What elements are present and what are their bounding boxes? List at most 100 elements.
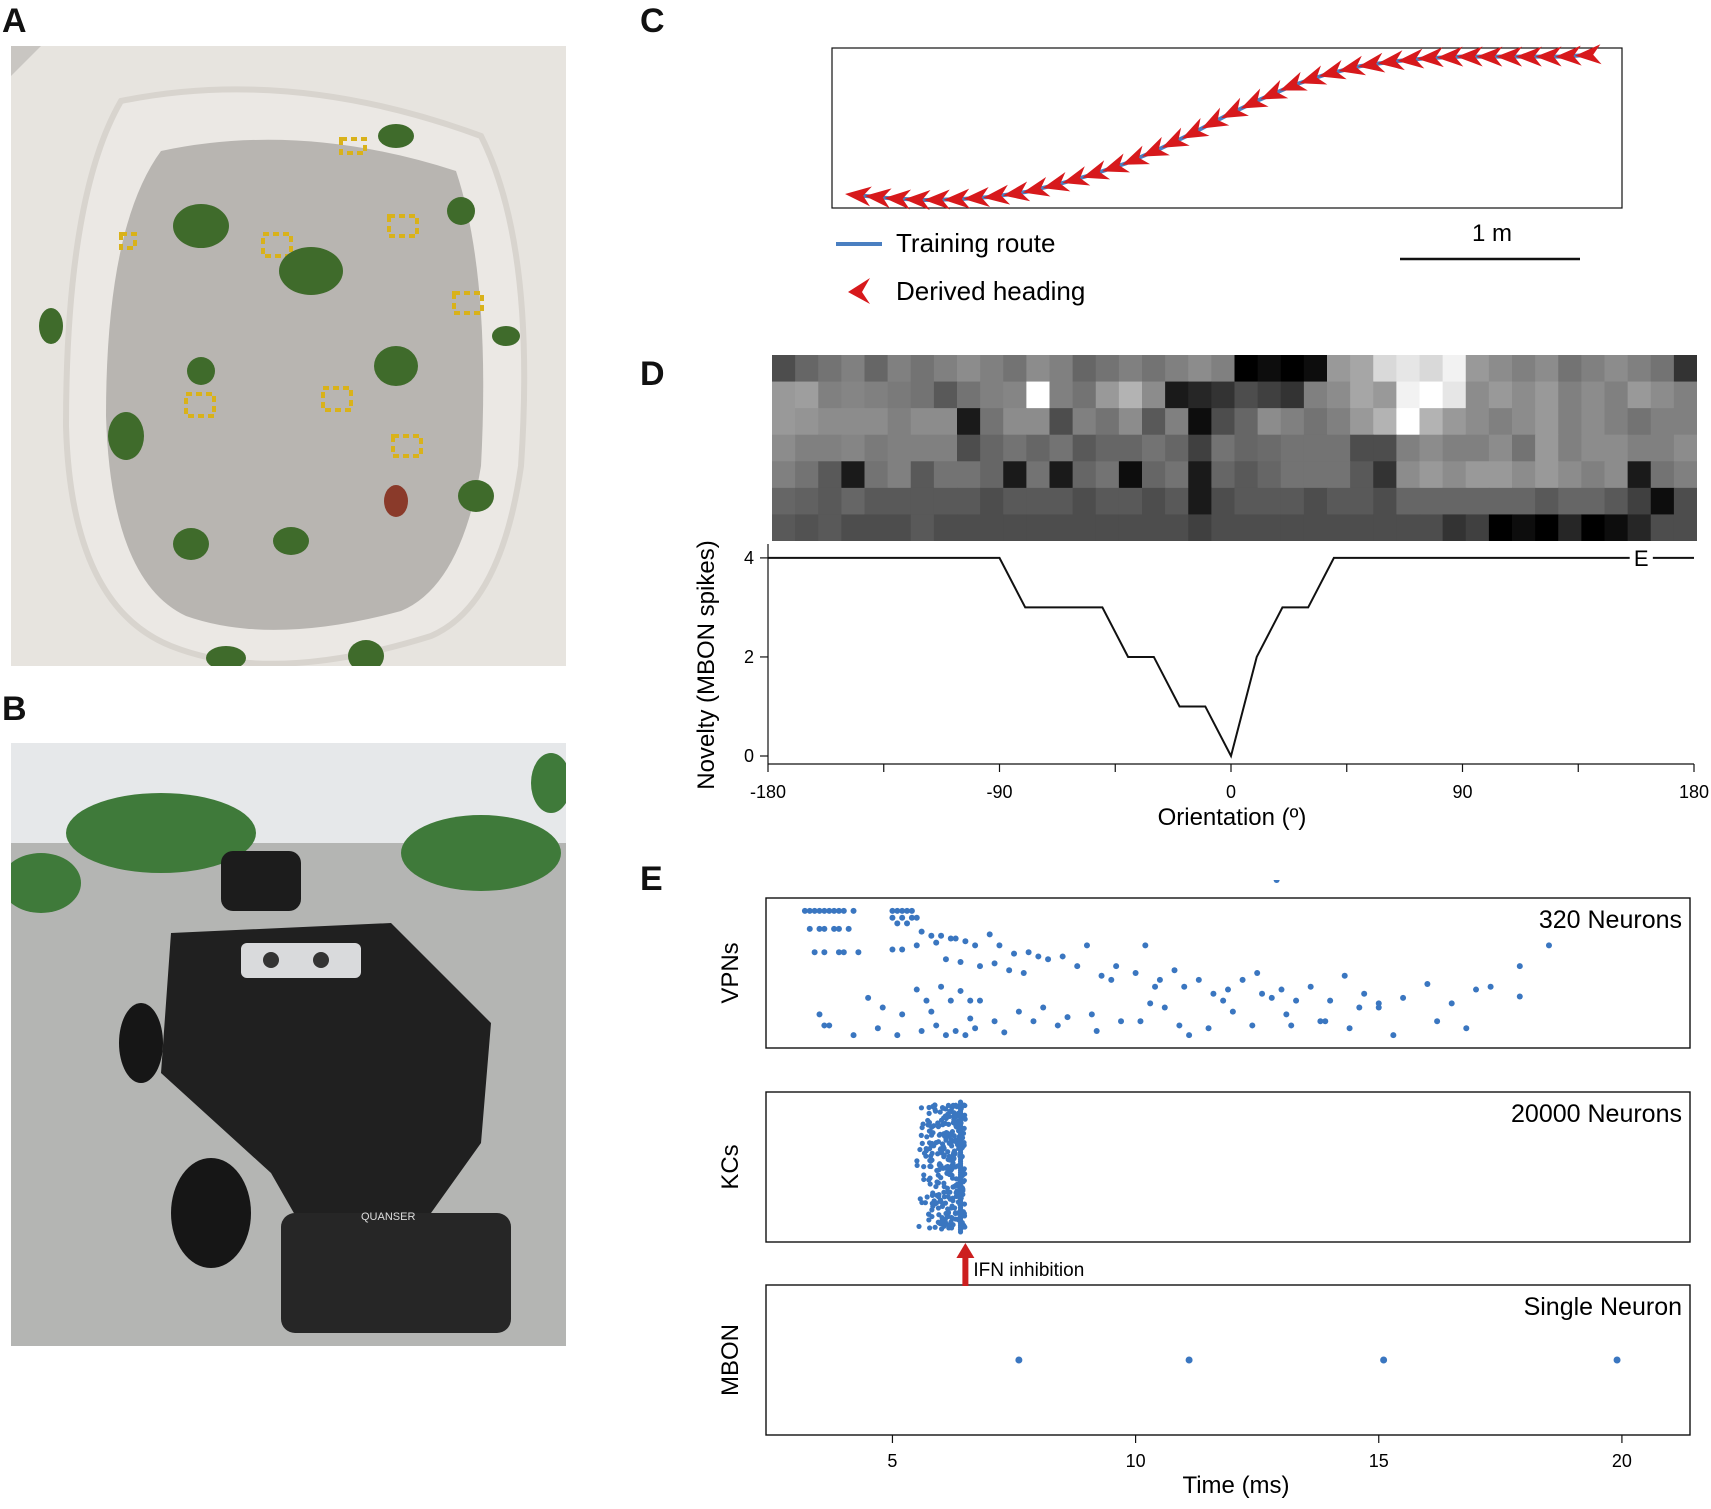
spike-dot (928, 1153, 934, 1159)
spike-dot (1434, 1018, 1441, 1025)
heading-arrow (1575, 44, 1602, 65)
heatmap-cell (980, 381, 1004, 409)
spike-dot (1015, 1356, 1023, 1364)
spike-dot (1161, 1004, 1168, 1011)
heatmap-cell (1627, 434, 1652, 462)
spike-dot (914, 1162, 920, 1169)
spike-dot (921, 1172, 927, 1178)
heatmap-cell (1396, 408, 1421, 436)
spike-dot (951, 1110, 957, 1116)
heatmap-cell (818, 487, 842, 516)
spike-dot (952, 1210, 958, 1217)
heatmap-cell (910, 487, 935, 516)
heatmap-cell (1673, 355, 1697, 383)
heatmap-cell (1026, 434, 1051, 462)
novelty-y-tick-label: 0 (744, 746, 754, 766)
heatmap-cell (818, 461, 842, 489)
heatmap-cell (1072, 487, 1097, 516)
heatmap-cell (1650, 381, 1675, 409)
heatmap-cell (818, 381, 842, 409)
spike-dot (924, 1194, 930, 1200)
spike-dot (962, 1032, 969, 1039)
heatmap-cell (1211, 434, 1236, 462)
heatmap-cell (864, 487, 889, 516)
heatmap-cell (1165, 461, 1189, 489)
spike-dot (1356, 1004, 1363, 1011)
heatmap-cell (1303, 381, 1328, 409)
heatmap-cell (1604, 408, 1629, 436)
spike-dot (952, 935, 959, 942)
spike-dot (919, 1124, 925, 1131)
spike-dot (840, 907, 847, 914)
spike-dot (1361, 990, 1368, 997)
heatmap-cell (1327, 514, 1351, 541)
heatmap-cell (1165, 355, 1189, 383)
spike-dot (1137, 1018, 1144, 1025)
arena-photo-svg (11, 46, 566, 666)
heatmap-cell (1442, 355, 1467, 383)
spike-dot (865, 994, 872, 1001)
spike-dot (930, 1203, 936, 1209)
heading-arrow (1042, 172, 1071, 192)
heading-arrow (1358, 52, 1386, 73)
heatmap-cell (1303, 487, 1328, 516)
spike-dot (951, 1151, 958, 1157)
spike-dot (938, 1117, 945, 1123)
heatmap-cell (1604, 461, 1629, 489)
heatmap-cell (1673, 408, 1697, 436)
heading-arrow (1555, 45, 1582, 66)
spike-dot (957, 987, 964, 994)
spike-dot (996, 942, 1003, 949)
heatmap-cell (910, 355, 935, 383)
heatmap-cell (957, 487, 981, 516)
heatmap-cell (1072, 381, 1097, 409)
spike-dot (957, 1229, 964, 1235)
heading-arrow (1082, 160, 1111, 180)
novelty-xlabel: Orientation (º) (1158, 804, 1307, 831)
heading-arrow (845, 186, 872, 207)
heatmap-cell (1026, 355, 1051, 383)
heatmap-cell (1095, 461, 1120, 489)
spike-dot (1108, 976, 1115, 983)
heatmap-cell (1558, 381, 1582, 409)
heatmap-cell (1003, 461, 1027, 489)
heatmap-cell (1280, 434, 1305, 462)
heatmap-cell (1072, 461, 1097, 489)
heatmap-cell (1350, 381, 1374, 409)
spike-dot (953, 1114, 959, 1120)
heatmap-cell (1257, 408, 1282, 436)
spike-dot (801, 907, 808, 914)
spike-dot (845, 925, 852, 932)
spike-dot (1293, 997, 1300, 1004)
heatmap-cell (1558, 461, 1582, 489)
spike-dot (899, 1011, 906, 1018)
heatmap-cell (1142, 381, 1166, 409)
heatmap-cell (864, 381, 889, 409)
heatmap-cell (887, 434, 912, 462)
heatmap-cell (957, 408, 981, 436)
heatmap-cell (1234, 461, 1259, 489)
heatmap-cell (841, 514, 866, 541)
spike-dot (941, 1152, 947, 1158)
spike-dot (904, 920, 911, 927)
heatmap-cell (1234, 381, 1259, 409)
spike-dot (941, 1184, 947, 1190)
heatmap-cell (1118, 514, 1143, 541)
heatmap-cell (1581, 408, 1606, 436)
heatmap-cell (1419, 355, 1444, 383)
heatmap-cell (1142, 355, 1166, 383)
heatmap-cell (1535, 381, 1559, 409)
spike-dot (929, 1124, 935, 1130)
heatmap-cell (1465, 487, 1490, 516)
heatmap-cell (1234, 514, 1259, 541)
raster-ylabel: KCs (717, 1144, 744, 1189)
spike-dot (1249, 1022, 1256, 1029)
heatmap-cell (1049, 355, 1074, 383)
spike-dot (952, 1183, 958, 1189)
heatmap-cell (1488, 434, 1513, 462)
spike-dot (953, 1176, 959, 1182)
spike-dot (913, 914, 920, 921)
heatmap-cell (1072, 434, 1097, 462)
novelty-x-tick-label: 0 (1226, 782, 1236, 802)
spike-dot (961, 1213, 968, 1219)
